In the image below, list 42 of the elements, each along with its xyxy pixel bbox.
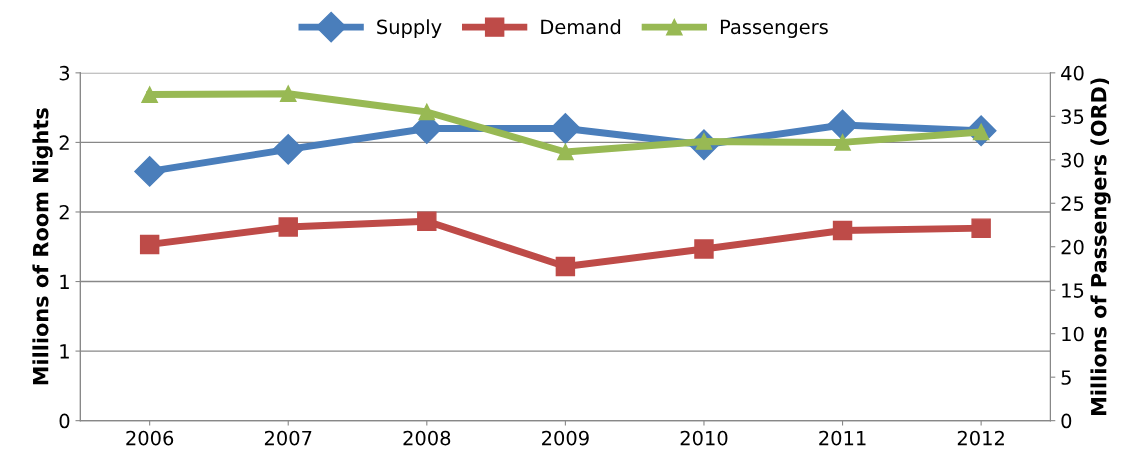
y2-tick-label: 5: [1061, 370, 1071, 385]
point: [555, 256, 576, 277]
point: [272, 133, 304, 165]
x-tick-label: 2011: [819, 430, 866, 446]
point: [139, 234, 160, 255]
y2-tick-label: 15: [1062, 283, 1084, 298]
point: [417, 211, 437, 231]
point: [279, 85, 297, 103]
x-tick-label: 2012: [957, 430, 1004, 446]
y-tick-label: 3: [59, 65, 70, 81]
point: [278, 217, 298, 237]
x-tick-label: 2006: [126, 430, 174, 446]
legend-label: Demand: [541, 19, 621, 35]
y2-tick-label: 35: [1061, 109, 1084, 124]
y2-tick-label: 25: [1061, 196, 1084, 211]
x-tick-label: 2007: [264, 430, 312, 446]
y2-tick-label: 0: [1061, 413, 1072, 429]
point: [694, 239, 714, 259]
y-tick-label: 2: [59, 135, 69, 150]
point: [134, 155, 166, 187]
legend-label: Passengers: [720, 19, 828, 38]
y-axis-title: Millions of Room Nights: [32, 108, 53, 385]
y2-tick-label: 10: [1062, 326, 1084, 342]
y-tick-label: 1: [60, 274, 69, 289]
y2-tick-label: 40: [1061, 65, 1084, 81]
point: [141, 86, 158, 103]
point: [971, 218, 991, 238]
y2-tick-label: 20: [1061, 239, 1084, 255]
x-tick-label: 2009: [542, 430, 589, 446]
point: [834, 134, 851, 151]
x-tick-label: 2008: [403, 430, 451, 446]
point: [832, 220, 853, 241]
x-tick-label: 2010: [680, 430, 728, 446]
y-tick-label: 0: [59, 413, 70, 429]
point: [418, 103, 436, 121]
y-tick-label: 2: [59, 204, 69, 220]
y2-axis-title: Millions of Passengers (ORD): [1090, 78, 1111, 415]
y-tick-label: 1: [60, 344, 69, 359]
y2-tick-label: 30: [1061, 152, 1084, 168]
point: [557, 143, 574, 161]
point: [827, 109, 858, 141]
legend-label: Supply: [377, 19, 442, 38]
